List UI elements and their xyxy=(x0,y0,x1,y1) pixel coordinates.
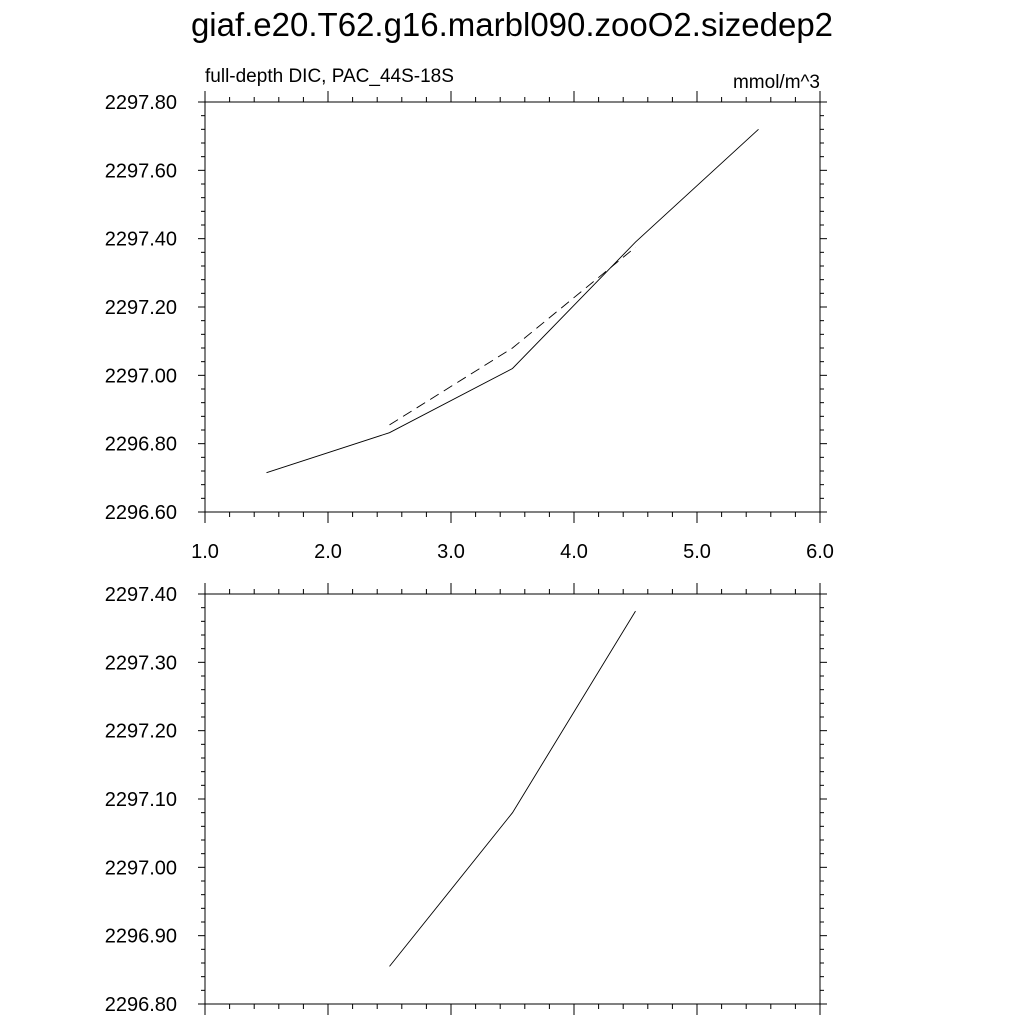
y-tick-label: 2297.20 xyxy=(105,297,177,319)
y-tick-label: 2297.40 xyxy=(105,584,177,606)
plot-frame xyxy=(204,101,821,513)
plot-panel-2: 2296.80 2296.90 2297.00 2297.10 2297.20 2297.… xyxy=(105,583,827,1016)
plot-panel-1: 2296.60 2296.80 2297.00 2297.20 2297.40 2297.… xyxy=(105,66,834,563)
y-tick-label: 2297.30 xyxy=(105,652,177,674)
x-tick-label: 2.0 xyxy=(314,541,342,563)
y-tick-label: 2296.80 xyxy=(105,994,177,1016)
y-tick-label: 2297.00 xyxy=(105,857,177,879)
y-tick-label: 2297.40 xyxy=(105,229,177,251)
y-tick-label: 2297.00 xyxy=(105,365,177,387)
page-title: giaf.e20.T62.g16.marbl090.zooO2.sizedep2 xyxy=(190,6,834,43)
x-tick-label: 6.0 xyxy=(806,541,834,563)
series-line-solid xyxy=(266,128,759,474)
x-tick-label: 4.0 xyxy=(560,541,588,563)
y-tick-label: 2297.80 xyxy=(105,92,177,114)
x-tick-label: 1.0 xyxy=(191,541,219,563)
y-tick-label: 2296.90 xyxy=(105,926,177,948)
y-tick-label: 2297.60 xyxy=(105,160,177,182)
x-tick-label: 5.0 xyxy=(683,541,711,563)
series-line-dashed xyxy=(389,246,636,426)
y-tick-label: 2296.80 xyxy=(105,434,177,456)
x-tick-label: 3.0 xyxy=(437,541,465,563)
y-tick-label: 2297.20 xyxy=(105,721,177,743)
subtitle-right: mmol/m^3 xyxy=(733,72,820,93)
subtitle-left: full-depth DIC, PAC_44S-18S xyxy=(205,66,454,87)
y-tick-label: 2296.60 xyxy=(105,502,177,524)
y-tick-label: 2297.10 xyxy=(105,789,177,811)
series-line-solid xyxy=(389,610,636,967)
plot-frame xyxy=(204,593,821,1005)
